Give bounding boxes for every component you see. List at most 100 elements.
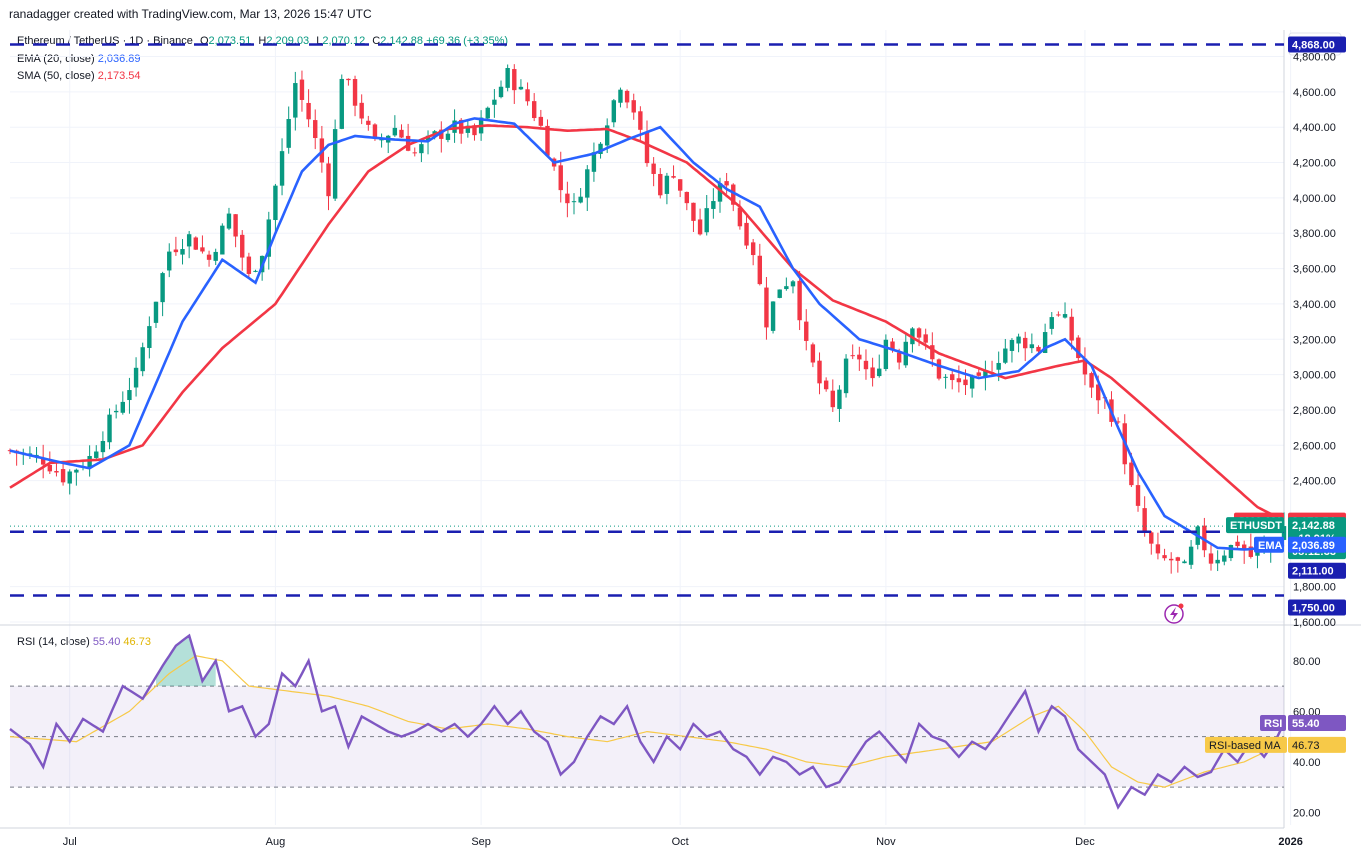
candle-body xyxy=(804,321,809,341)
candle-body xyxy=(545,125,550,156)
candle-body xyxy=(565,193,570,204)
candle-body xyxy=(87,456,92,468)
candle-body xyxy=(40,458,46,465)
candle-body xyxy=(810,344,816,363)
candle-body xyxy=(744,222,749,246)
candle-body xyxy=(346,78,351,81)
candle-body xyxy=(817,360,822,384)
rsi-ma-name-tag: RSI-based MA xyxy=(1209,740,1281,752)
candle-body xyxy=(472,125,477,136)
candle-body xyxy=(525,89,530,102)
candle-body xyxy=(1135,485,1141,506)
sma-legend-label: SMA (50, close) xyxy=(17,70,95,82)
price-tick-label: 3,200.00 xyxy=(1293,334,1336,346)
candle-body xyxy=(764,287,769,328)
low-label: L xyxy=(316,35,323,47)
candle-body xyxy=(313,120,318,139)
rsi-band xyxy=(10,686,1284,788)
candle-body xyxy=(943,376,948,378)
candle-body xyxy=(558,165,563,191)
price-tick-label: 2,800.00 xyxy=(1293,405,1336,417)
candle-body xyxy=(1168,558,1174,561)
candle-body xyxy=(1235,541,1240,547)
rsi-legend-value: 55.40 xyxy=(92,636,121,648)
candle-body xyxy=(445,133,451,140)
candle-body xyxy=(54,470,59,473)
time-tick-label: 2026 xyxy=(1278,836,1302,848)
price-line-tag: 1,750.00 xyxy=(1292,602,1335,614)
candle-body xyxy=(1149,532,1154,544)
sma-legend[interactable]: SMA (50, close) 2,173.54 xyxy=(17,70,141,82)
time-tick-label: Sep xyxy=(471,836,491,848)
open-label: O xyxy=(199,35,209,47)
candle-body xyxy=(531,101,537,119)
candle-body xyxy=(392,127,398,136)
rsi-tick-label: 80.00 xyxy=(1293,656,1321,668)
candle-body xyxy=(452,120,457,133)
price-tick-label: 3,800.00 xyxy=(1293,228,1336,240)
candle-body xyxy=(618,89,623,103)
price-tick-label: 1,800.00 xyxy=(1293,582,1336,594)
candle-body xyxy=(213,251,218,261)
candle-body xyxy=(983,370,988,378)
candle-body xyxy=(711,201,716,209)
candle-body xyxy=(405,135,411,151)
candle-body xyxy=(1182,561,1187,564)
lightning-icon-bolt xyxy=(1170,607,1178,621)
rsi-tick-label: 20.00 xyxy=(1293,807,1321,819)
candle-body xyxy=(332,129,338,199)
time-tick-label: Nov xyxy=(876,836,896,848)
rsi-ma-name-tag-bg xyxy=(1205,736,1287,753)
price-tick-label: 1,600.00 xyxy=(1293,617,1336,629)
candle-body xyxy=(1089,373,1094,388)
ema-legend-value: 2,036.89 xyxy=(97,53,141,65)
candle-body xyxy=(571,201,577,203)
candle-body xyxy=(399,129,404,138)
candle-body xyxy=(843,358,849,394)
price-line-tag-bg xyxy=(1288,36,1346,53)
symbol-name-tag: ETHUSDT xyxy=(1230,520,1282,532)
candle-body xyxy=(465,125,471,133)
candle-body xyxy=(598,143,603,154)
candle-body xyxy=(737,207,743,227)
candle-body xyxy=(870,367,875,379)
candle-body xyxy=(1076,337,1081,359)
candle-body xyxy=(94,451,99,458)
candle-body xyxy=(366,120,371,125)
price-tick-label: 3,000.00 xyxy=(1293,370,1336,382)
candle-body xyxy=(976,372,981,376)
price-line-tag-bg xyxy=(1288,599,1346,616)
lightning-icon[interactable] xyxy=(1164,603,1184,624)
candle-body xyxy=(1222,555,1227,562)
candle-body xyxy=(677,179,683,191)
candle-body xyxy=(518,86,524,90)
candle-body xyxy=(1082,358,1088,375)
alert-dot xyxy=(1178,603,1184,609)
candle-body xyxy=(797,280,802,321)
ema-name-tag-bg xyxy=(1254,536,1284,553)
candle-body xyxy=(47,464,53,472)
candle-body xyxy=(160,273,165,303)
candle-body xyxy=(419,144,424,154)
ema-name-tag: EMA xyxy=(1258,540,1283,552)
rsi-legend[interactable]: RSI (14, close) 55.40 46.73 xyxy=(17,636,151,648)
candle-body xyxy=(837,389,842,409)
ema-legend[interactable]: EMA (20, close) 2,036.89 xyxy=(17,53,141,65)
candle-body xyxy=(352,79,358,106)
candle-body xyxy=(100,440,106,453)
chart-credit: ranadagger created with TradingView.com,… xyxy=(9,7,372,21)
candle-body xyxy=(173,249,179,253)
candle-body xyxy=(372,124,378,139)
candle-body xyxy=(585,169,590,198)
time-tick-label: Dec xyxy=(1075,836,1095,848)
candle-body xyxy=(591,152,597,172)
candle-body xyxy=(379,139,384,141)
price-line-tag-bg xyxy=(1288,562,1346,579)
rsi-ma-legend-value: 46.73 xyxy=(123,636,151,648)
candle-body xyxy=(830,390,835,408)
candle-body xyxy=(107,414,112,443)
candle-body xyxy=(492,99,497,105)
ema-value-tag: 2,036.89 xyxy=(1292,540,1335,552)
candle-body xyxy=(133,367,139,388)
